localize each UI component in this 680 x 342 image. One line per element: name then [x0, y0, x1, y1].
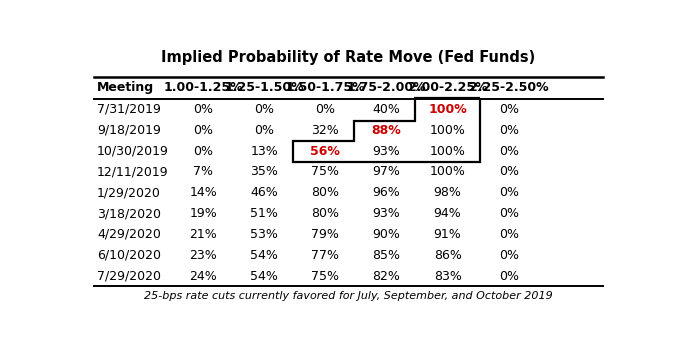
Text: 100%: 100% [430, 124, 466, 137]
Text: 86%: 86% [434, 249, 462, 262]
Text: 0%: 0% [498, 228, 519, 241]
Text: 54%: 54% [250, 269, 278, 282]
Text: 83%: 83% [434, 269, 462, 282]
Text: 80%: 80% [311, 186, 339, 199]
Text: 1.00-1.25%: 1.00-1.25% [163, 81, 243, 94]
Text: 0%: 0% [498, 269, 519, 282]
Text: 4/29/2020: 4/29/2020 [97, 228, 161, 241]
Text: 100%: 100% [430, 166, 466, 179]
Text: 0%: 0% [498, 124, 519, 137]
Text: 19%: 19% [189, 207, 217, 220]
Text: 96%: 96% [373, 186, 401, 199]
Text: 0%: 0% [254, 103, 274, 116]
Text: 0%: 0% [193, 103, 213, 116]
Text: 51%: 51% [250, 207, 278, 220]
Text: 32%: 32% [311, 124, 339, 137]
Text: 100%: 100% [430, 145, 466, 158]
Text: 56%: 56% [310, 145, 340, 158]
Text: 23%: 23% [189, 249, 217, 262]
Text: 14%: 14% [189, 186, 217, 199]
Text: 2.25-2.50%: 2.25-2.50% [469, 81, 549, 94]
Text: 1.50-1.75%: 1.50-1.75% [286, 81, 365, 94]
Text: 1.75-2.00%: 1.75-2.00% [347, 81, 426, 94]
Text: 93%: 93% [373, 145, 401, 158]
Text: 24%: 24% [189, 269, 217, 282]
Text: 3/18/2020: 3/18/2020 [97, 207, 161, 220]
Text: 25-bps rate cuts currently favored for July, September, and October 2019: 25-bps rate cuts currently favored for J… [144, 291, 553, 302]
Text: 0%: 0% [498, 166, 519, 179]
Text: 46%: 46% [250, 186, 278, 199]
Text: 82%: 82% [373, 269, 401, 282]
Text: 7/29/2020: 7/29/2020 [97, 269, 161, 282]
Text: 0%: 0% [498, 207, 519, 220]
Text: 0%: 0% [498, 249, 519, 262]
Text: 0%: 0% [498, 103, 519, 116]
Text: 0%: 0% [193, 145, 213, 158]
Text: 98%: 98% [434, 186, 462, 199]
Text: 6/10/2020: 6/10/2020 [97, 249, 161, 262]
Text: 0%: 0% [193, 124, 213, 137]
Text: 75%: 75% [311, 166, 339, 179]
Text: 80%: 80% [311, 207, 339, 220]
Text: 97%: 97% [373, 166, 401, 179]
Text: 2.00-2.25%: 2.00-2.25% [408, 81, 488, 94]
Text: 53%: 53% [250, 228, 278, 241]
Text: 9/18/2019: 9/18/2019 [97, 124, 161, 137]
Text: 21%: 21% [189, 228, 217, 241]
Text: 88%: 88% [371, 124, 401, 137]
Text: 79%: 79% [311, 228, 339, 241]
Text: 100%: 100% [428, 103, 467, 116]
Text: 0%: 0% [498, 186, 519, 199]
Text: 75%: 75% [311, 269, 339, 282]
Text: 93%: 93% [373, 207, 401, 220]
Text: 12/11/2019: 12/11/2019 [97, 166, 169, 179]
Text: 40%: 40% [373, 103, 401, 116]
Text: 90%: 90% [373, 228, 401, 241]
Text: Meeting: Meeting [97, 81, 154, 94]
Text: 54%: 54% [250, 249, 278, 262]
Text: 10/30/2019: 10/30/2019 [97, 145, 169, 158]
Text: 13%: 13% [250, 145, 278, 158]
Text: 94%: 94% [434, 207, 462, 220]
Text: 35%: 35% [250, 166, 278, 179]
Text: 85%: 85% [373, 249, 401, 262]
Text: 1.25-1.50%: 1.25-1.50% [224, 81, 304, 94]
Text: 7/31/2019: 7/31/2019 [97, 103, 161, 116]
Text: 77%: 77% [311, 249, 339, 262]
Text: 0%: 0% [498, 145, 519, 158]
Text: Implied Probability of Rate Move (Fed Funds): Implied Probability of Rate Move (Fed Fu… [161, 50, 536, 65]
Text: 0%: 0% [254, 124, 274, 137]
Text: 1/29/2020: 1/29/2020 [97, 186, 161, 199]
Text: 7%: 7% [193, 166, 213, 179]
Text: 0%: 0% [316, 103, 335, 116]
Text: 91%: 91% [434, 228, 462, 241]
